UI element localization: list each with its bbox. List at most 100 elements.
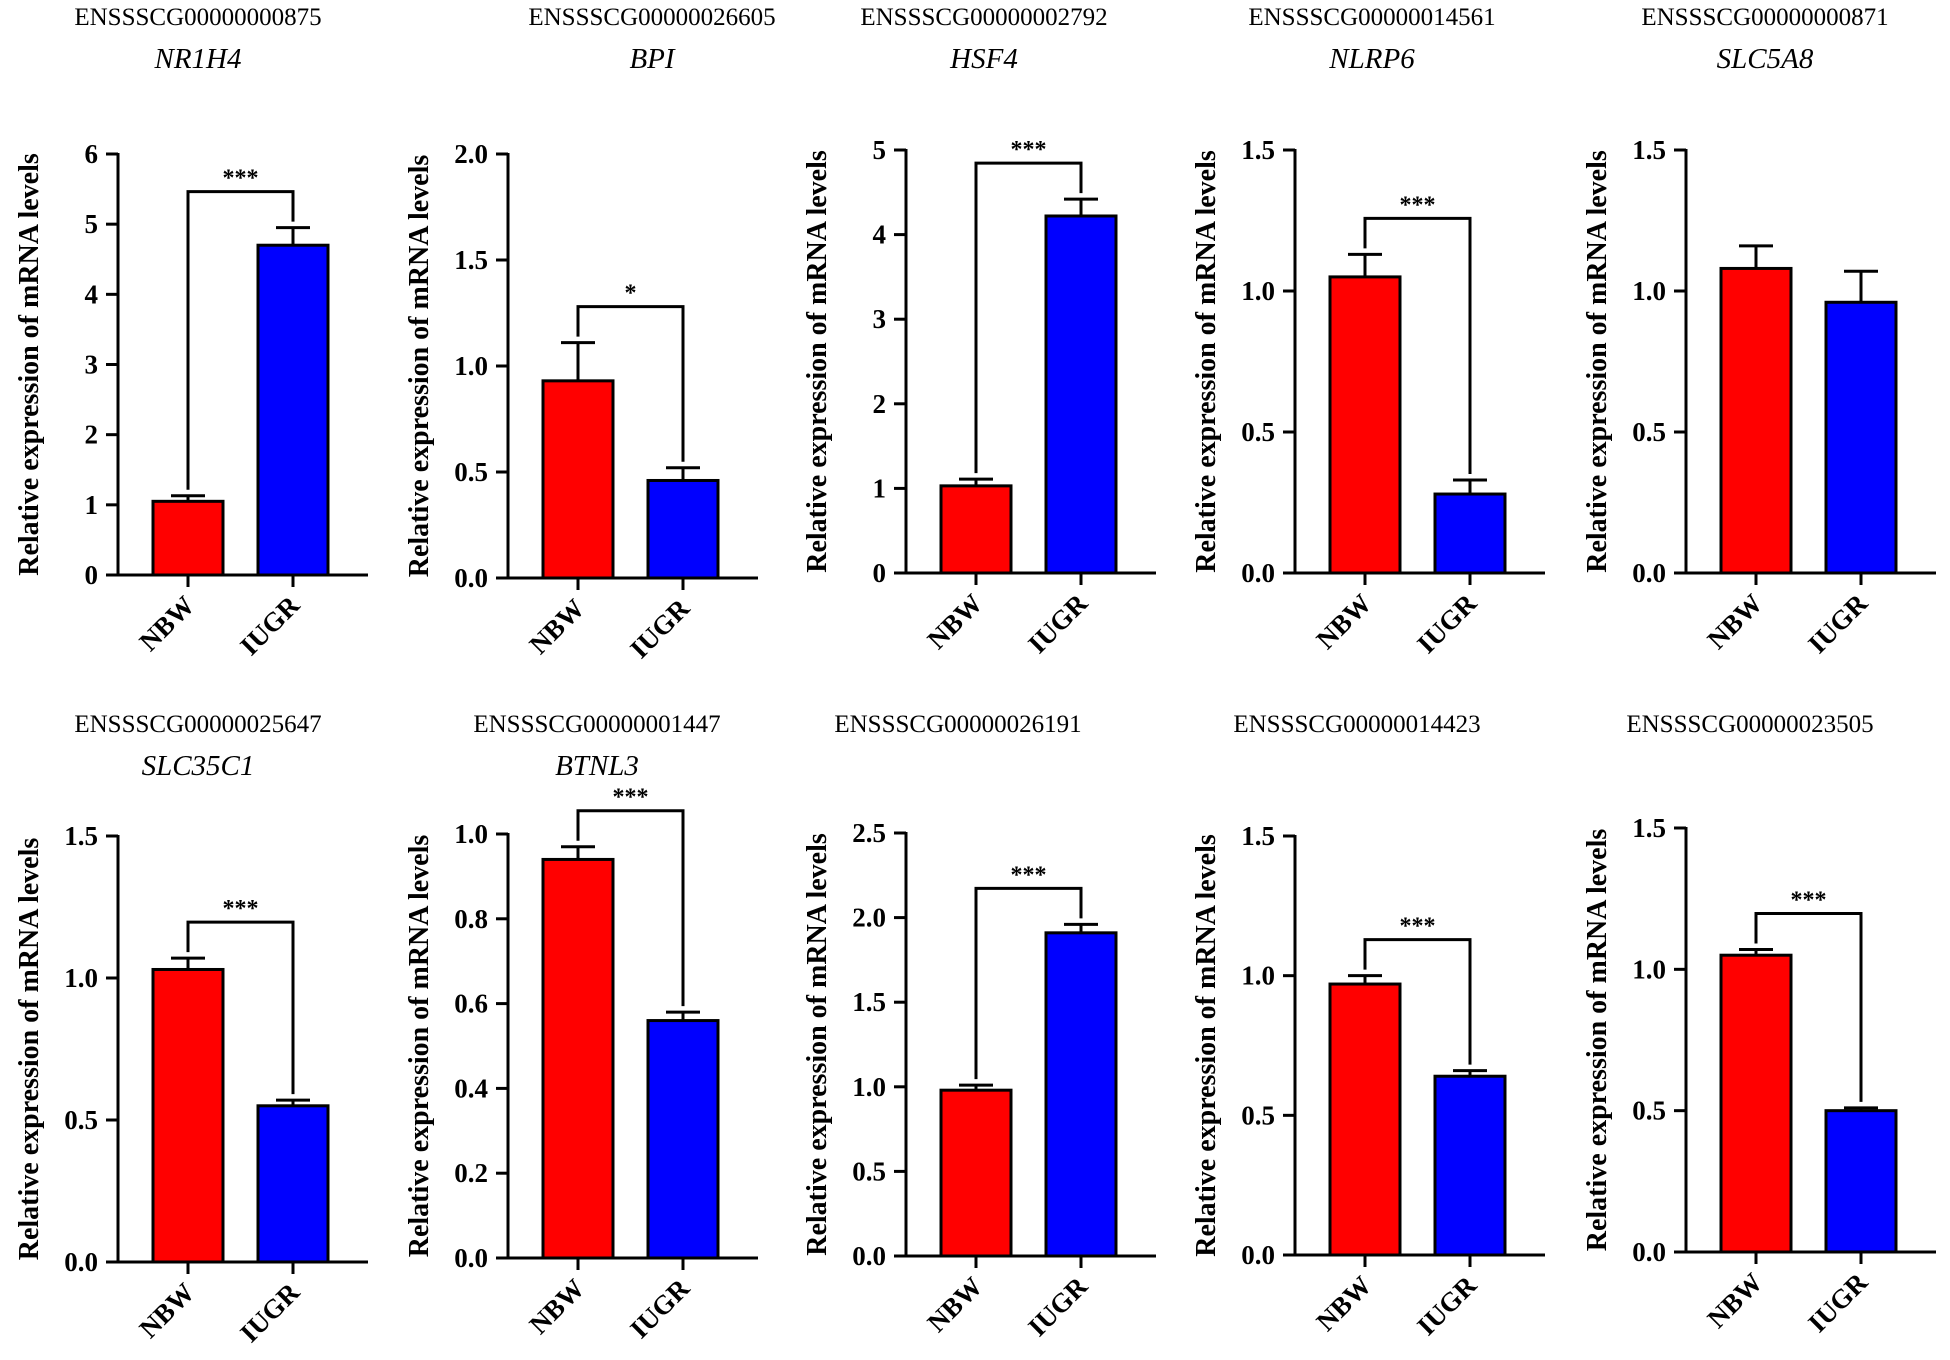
significance-bracket [576, 305, 685, 462]
y-tick-label: 0.5 [1241, 1100, 1275, 1130]
y-tick-label: 1.5 [1241, 135, 1275, 165]
bar-iugr [1044, 214, 1118, 575]
y-tick-label: 1.5 [64, 821, 98, 851]
significance-bracket [974, 161, 1083, 474]
y-tick-label: 1.5 [852, 987, 886, 1017]
chart-id-title: ENSSSCG00000026191 [834, 711, 1081, 738]
gene-title: BPI [629, 43, 675, 75]
chart-id-title: ENSSSCG00000023505 [1626, 711, 1873, 738]
y-tick-label: 1.5 [454, 245, 488, 275]
y-tick-label: 1.0 [454, 351, 488, 381]
x-category-label: NBW [1701, 1267, 1768, 1334]
y-tick-label: 0.2 [454, 1158, 488, 1188]
y-axis-label: Relative expression of mRNA levels [802, 833, 833, 1256]
chart-id-title: ENSSSCG00000014423 [1233, 711, 1480, 738]
chart-id-title: ENSSSCG00000026605 [528, 4, 775, 31]
gene-title: SLC5A8 [1717, 43, 1814, 75]
chart-panel: ENSSSCG00000001447 BTNL3 Relative expressi… [404, 711, 758, 1344]
significance-label: *** [223, 896, 259, 922]
y-tick-label: 2 [873, 389, 887, 419]
y-tick-label: 2 [85, 420, 99, 450]
bar-nbw [541, 857, 615, 1260]
x-category-label: IUGR [1411, 1270, 1482, 1341]
gene-title: BTNL3 [555, 750, 639, 782]
significance-label: *** [1011, 862, 1047, 888]
x-category-label: IUGR [624, 1273, 695, 1344]
y-tick-label: 1.0 [64, 963, 98, 993]
x-category-label: NBW [1310, 1270, 1377, 1337]
y-tick-label: 0.6 [454, 989, 488, 1019]
chart-id-title: ENSSSCG00000025647 [74, 711, 321, 738]
significance-bracket [974, 886, 1083, 1080]
significance-label: *** [1400, 192, 1436, 218]
y-axis-label: Relative expression of mRNA levels [14, 153, 45, 576]
significance-label: *** [1791, 888, 1827, 914]
significance-bracket [186, 920, 295, 1095]
chart-panel: ENSSSCG00000026191 Relative expression of… [802, 711, 1156, 1342]
chart-panel: ENSSSCG00000002792 HSF4 Relative expressio… [802, 4, 1156, 659]
y-axis-label: Relative expression of mRNA levels [1582, 829, 1613, 1252]
bar-nbw [1719, 266, 1793, 575]
chart-panel: ENSSSCG00000026605 BPI Relative expression… [404, 4, 776, 664]
chart-id-title: ENSSSCG00000001447 [473, 711, 720, 738]
y-tick-label: 0.5 [1632, 417, 1666, 447]
y-tick-label: 0.0 [64, 1247, 98, 1277]
y-tick-label: 6 [85, 139, 99, 169]
y-tick-label: 0.5 [1241, 417, 1275, 447]
y-tick-label: 1.0 [1632, 276, 1666, 306]
y-tick-label: 1 [873, 473, 887, 503]
y-tick-label: 0.4 [454, 1073, 488, 1103]
x-category-label: NBW [523, 1273, 590, 1340]
y-tick-label: 0.0 [1632, 1237, 1666, 1267]
bar-nbw [1719, 953, 1793, 1254]
bar-nbw [151, 499, 225, 577]
significance-bracket [186, 190, 295, 490]
y-tick-label: 0.0 [454, 563, 488, 593]
gene-title: NR1H4 [154, 43, 242, 75]
x-category-label: NBW [921, 1271, 988, 1338]
y-axis-label: Relative expression of mRNA levels [802, 150, 833, 573]
significance-bracket [576, 809, 685, 1007]
y-tick-label: 0.0 [454, 1243, 488, 1273]
significance-label: *** [1011, 137, 1047, 163]
significance-bracket [1754, 912, 1863, 1102]
bar-iugr [1824, 300, 1898, 575]
y-tick-label: 1.5 [1632, 813, 1666, 843]
x-category-label: IUGR [234, 1277, 305, 1348]
y-tick-label: 1.0 [1241, 961, 1275, 991]
y-tick-label: 2.0 [852, 903, 886, 933]
y-tick-label: 3 [85, 350, 99, 380]
chart-panel: ENSSSCG00000023505 Relative expression of… [1582, 711, 1936, 1338]
bar-nbw [1328, 275, 1402, 575]
bar-iugr [256, 243, 330, 577]
gene-title: NLRP6 [1328, 43, 1415, 75]
y-tick-label: 1.0 [454, 819, 488, 849]
x-category-label: IUGR [1022, 1271, 1093, 1342]
y-tick-label: 0.0 [1241, 1240, 1275, 1270]
y-tick-label: 2.5 [852, 818, 886, 848]
y-tick-label: 3 [873, 304, 887, 334]
y-tick-label: 4 [873, 220, 887, 250]
y-tick-label: 1 [85, 490, 99, 520]
y-tick-label: 0 [873, 558, 887, 588]
x-category-label: IUGR [1411, 588, 1482, 659]
significance-label: *** [613, 785, 649, 811]
x-category-label: NBW [523, 593, 590, 660]
y-tick-label: 0.8 [454, 904, 488, 934]
x-category-label: NBW [133, 1277, 200, 1344]
y-axis-label: Relative expression of mRNA levels [1191, 834, 1222, 1257]
bar-iugr [1044, 931, 1118, 1258]
x-category-label: IUGR [234, 590, 305, 661]
bar-nbw [1328, 982, 1402, 1257]
bar-iugr [256, 1104, 330, 1264]
x-category-label: IUGR [1802, 1267, 1873, 1338]
bar-iugr [1433, 1074, 1507, 1257]
x-category-label: NBW [921, 588, 988, 655]
y-axis-label: Relative expression of mRNA levels [14, 838, 45, 1261]
chart-id-title: ENSSSCG00000000875 [74, 4, 321, 31]
y-tick-label: 0.0 [1632, 558, 1666, 588]
chart-panel: ENSSSCG00000000871 SLC5A8 Relative express… [1582, 4, 1936, 659]
chart-id-title: ENSSSCG00000000871 [1641, 4, 1888, 31]
x-category-label: IUGR [1022, 588, 1093, 659]
